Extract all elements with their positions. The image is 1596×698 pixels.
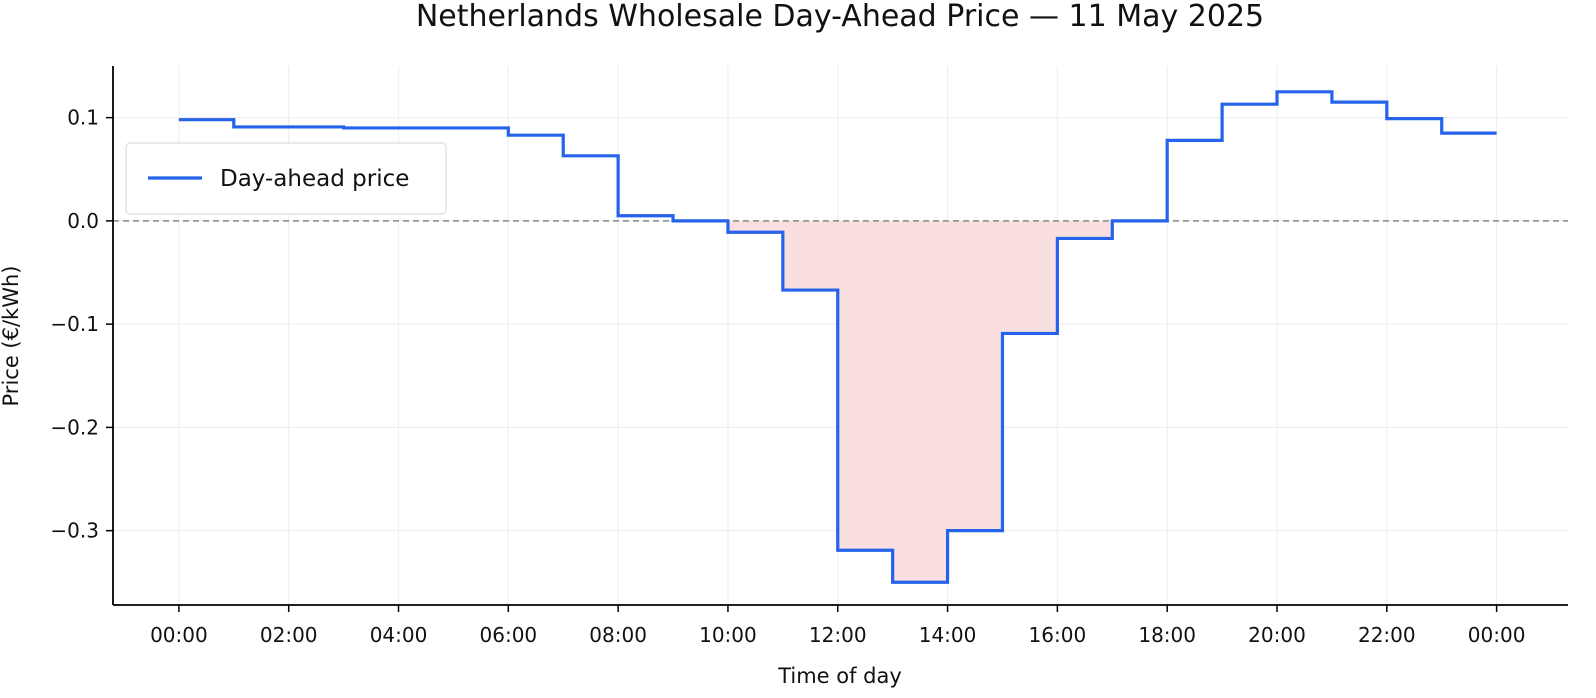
x-tick-label: 00:00: [150, 623, 208, 647]
y-tick-label: −0.1: [50, 312, 99, 336]
x-tick-label: 04:00: [370, 623, 428, 647]
x-tick-label: 22:00: [1358, 623, 1416, 647]
legend-box: [125, 142, 447, 215]
y-tick-label: 0.1: [67, 106, 99, 130]
y-tick-label: −0.3: [50, 519, 99, 543]
y-axis-label: Price (€/kWh): [0, 266, 23, 407]
x-tick-label: 02:00: [260, 623, 318, 647]
series-line-day-ahead-price: [178, 90, 1497, 584]
legend-label: Day-ahead price: [220, 166, 409, 192]
negative-price-fill: [727, 220, 1113, 583]
y-tick-label: −0.2: [50, 415, 99, 439]
x-tick-label: 08:00: [589, 623, 647, 647]
x-tick-label: 14:00: [919, 623, 977, 647]
y-tick-label: 0.0: [67, 209, 99, 233]
x-tick-label: 18:00: [1138, 623, 1196, 647]
x-tick-label: 16:00: [1029, 623, 1087, 647]
x-axis-label: Time of day: [777, 664, 902, 688]
x-tick-label: 12:00: [809, 623, 867, 647]
legend: Day-ahead price: [125, 142, 447, 215]
x-tick-label: 06:00: [480, 623, 538, 647]
x-tick-label: 00:00: [1468, 623, 1526, 647]
x-tick-label: 20:00: [1248, 623, 1306, 647]
axis-ticks: 00:00 02:00 04:00 06:00 08:00 10:00 12:00 14:00…: [50, 106, 1525, 647]
chart-title: Netherlands Wholesale Day-Ahead Price — …: [416, 0, 1264, 34]
x-tick-label: 10:00: [699, 623, 757, 647]
